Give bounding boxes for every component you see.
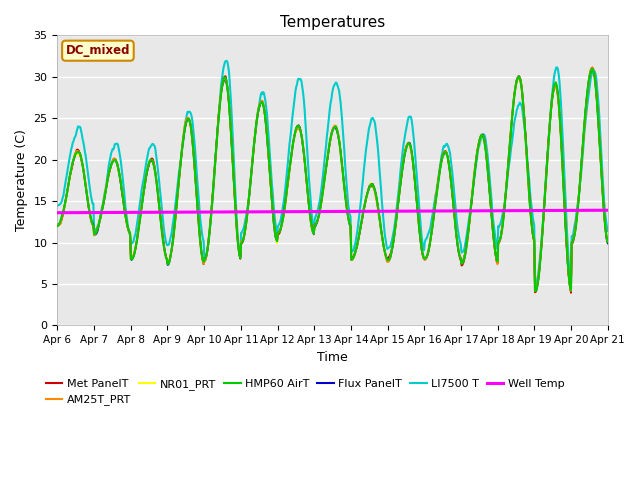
Text: DC_mixed: DC_mixed [66,44,130,57]
X-axis label: Time: Time [317,351,348,364]
Title: Temperatures: Temperatures [280,15,385,30]
Legend: Met PanelT, AM25T_PRT, NR01_PRT, HMP60 AirT, Flux PanelT, LI7500 T, Well Temp: Met PanelT, AM25T_PRT, NR01_PRT, HMP60 A… [41,374,569,410]
Y-axis label: Temperature (C): Temperature (C) [15,130,28,231]
